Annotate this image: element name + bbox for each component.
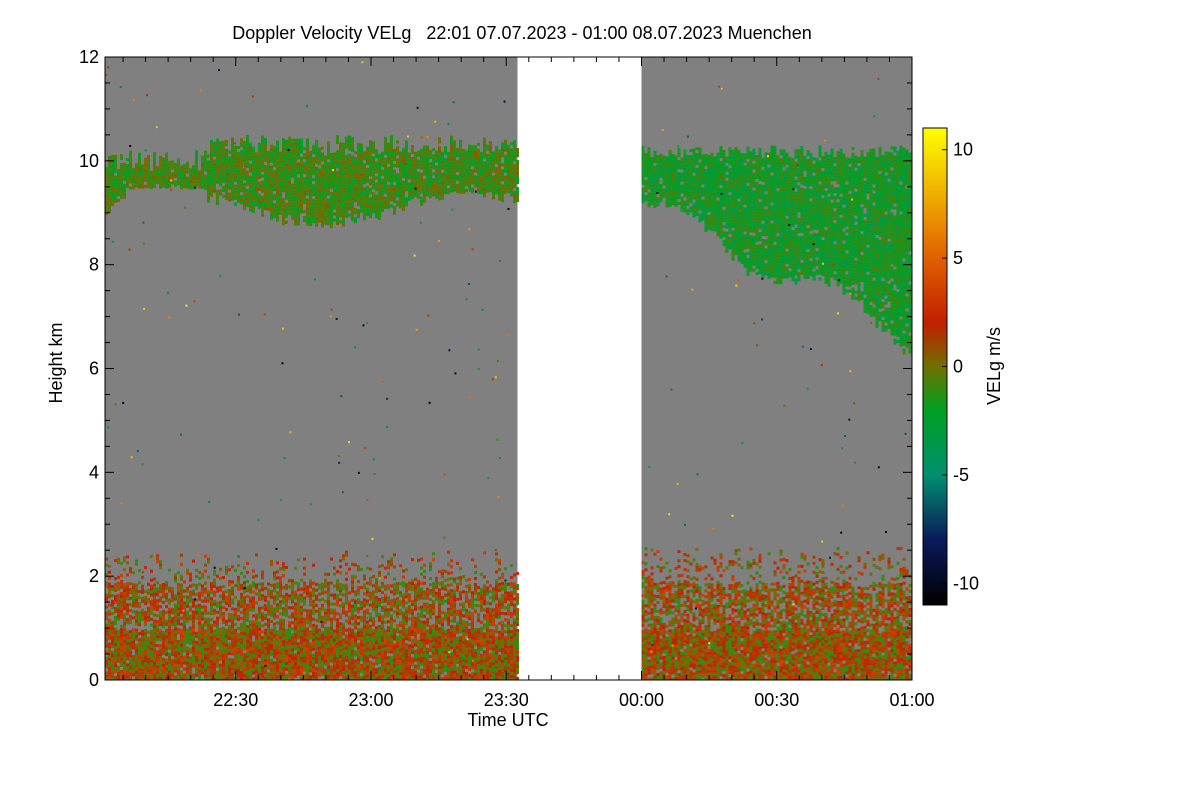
heatmap-feature-cirrus-left	[105, 134, 519, 228]
heatmap-layer	[105, 57, 912, 680]
y-tick-label: 0	[89, 670, 99, 690]
y-tick-label: 8	[89, 255, 99, 275]
y-tick-label: 12	[79, 47, 99, 67]
x-tick-label: 01:00	[889, 690, 934, 710]
colorbar: 10 5 0 -5 -10 VELg m/s	[922, 127, 1004, 606]
colorbar-tick-label: 10	[953, 140, 973, 160]
heatmap-feature-boundary-layer-right	[641, 546, 912, 680]
heatmap-feature-boundary-layer-left	[105, 550, 519, 680]
heatmap-feature-cirrus-right	[641, 145, 912, 359]
x-axis: 22:30 23:00 23:30 00:00 00:30 01:00	[122, 57, 935, 710]
colorbar-tick-label: -5	[953, 465, 969, 485]
x-tick-label: 23:30	[484, 690, 529, 710]
x-axis-label: Time UTC	[467, 710, 548, 730]
colorbar-ticks: 10 5 0 -5 -10	[942, 140, 979, 593]
colorbar-tick-label: 5	[953, 248, 963, 268]
x-tick-label: 23:00	[348, 690, 393, 710]
x-tick-label: 00:30	[754, 690, 799, 710]
heatmap-speckle	[105, 61, 912, 677]
colorbar-label: VELg m/s	[984, 327, 1004, 405]
colorbar-tick-label: -10	[953, 573, 979, 593]
colorbar-tick-label: 0	[953, 357, 963, 377]
y-tick-label: 10	[79, 151, 99, 171]
x-tick-label: 00:00	[619, 690, 664, 710]
y-tick-label: 4	[89, 462, 99, 482]
y-axis-label: Height km	[46, 322, 66, 403]
plot-area	[104, 56, 913, 681]
y-tick-label: 6	[89, 359, 99, 379]
y-tick-label: 2	[89, 566, 99, 586]
y-axis: 0 2 4 6 8 10 12	[79, 47, 912, 690]
x-tick-label: 22:30	[213, 690, 258, 710]
chart-title: Doppler Velocity VELg 22:01 07.07.2023 -…	[232, 23, 811, 43]
